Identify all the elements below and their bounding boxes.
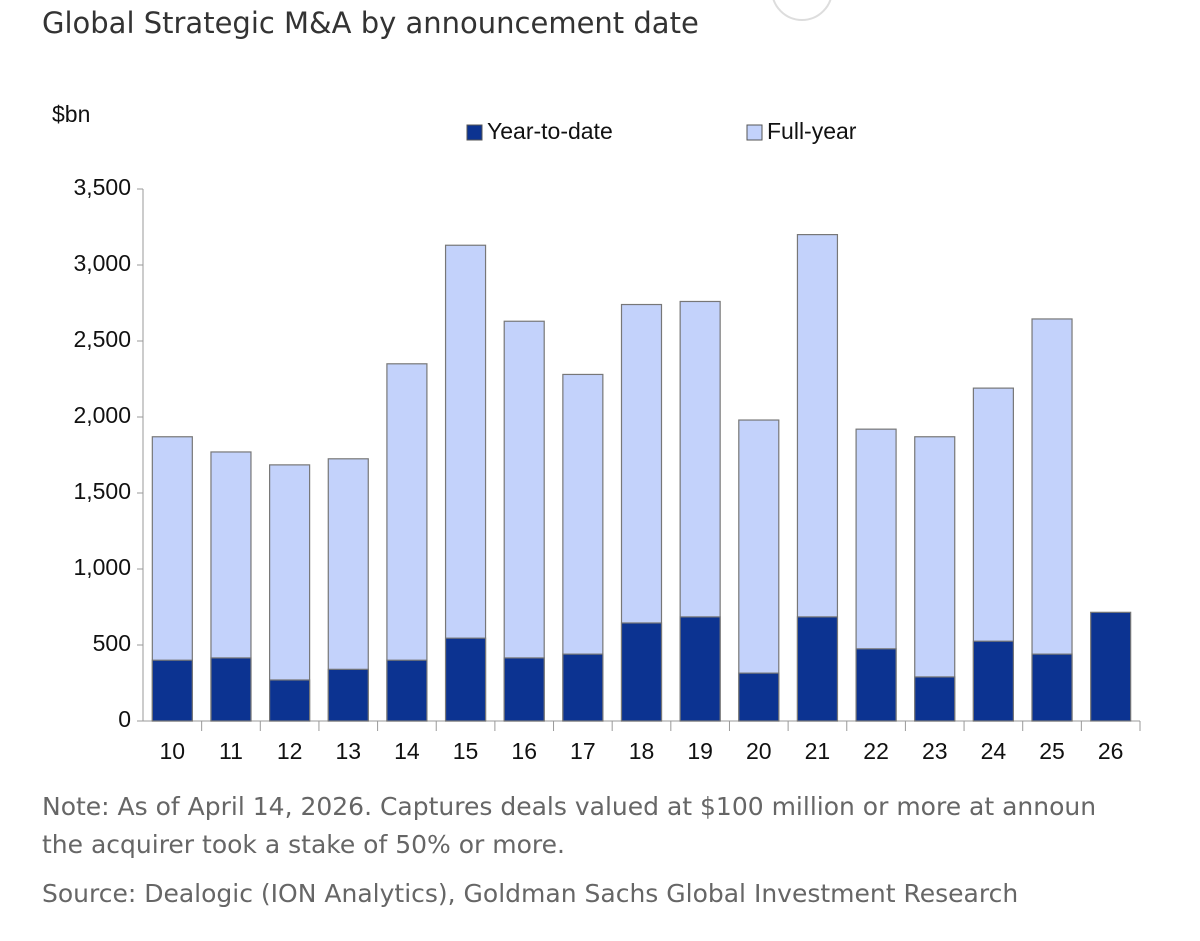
y-tick-label: 0 [118, 706, 131, 732]
chart-title: Global Strategic M&A by announcement dat… [42, 6, 699, 40]
x-tick-label: 11 [219, 738, 243, 764]
bar [503, 657, 545, 722]
x-tick-label: 18 [629, 738, 655, 764]
icon-button[interactable] [772, 0, 832, 21]
legend-swatch [746, 124, 763, 141]
note-line: Note: As of April 14, 2026. Captures dea… [42, 792, 1096, 821]
legend-label: Full-year [767, 118, 857, 144]
legend-label: Year-to-date [487, 118, 613, 144]
bar [386, 659, 428, 722]
x-tick-label: 13 [335, 738, 361, 764]
source: Source: Dealogic (ION Analytics), Goldma… [42, 879, 1018, 908]
note-line: the acquirer took a stake of 50% or more… [42, 830, 565, 859]
bar [151, 659, 193, 722]
bar [210, 657, 252, 722]
bar [914, 676, 956, 722]
y-tick-label: 3,000 [73, 250, 131, 276]
x-tick-label: 10 [160, 738, 186, 764]
x-tick-label: 23 [922, 738, 948, 764]
bar [562, 653, 604, 722]
x-tick-label: 24 [981, 738, 1007, 764]
x-tick-label: 12 [277, 738, 303, 764]
x-tick-label: 20 [746, 738, 772, 764]
x-tick-label: 17 [570, 738, 596, 764]
bar [1031, 653, 1073, 722]
legend-swatch [466, 124, 483, 141]
x-tick-label: 22 [863, 738, 889, 764]
bar [620, 622, 663, 722]
x-tick-label: 21 [805, 738, 831, 764]
bar [327, 668, 369, 722]
x-tick-label: 26 [1098, 738, 1124, 764]
y-axis-label: $bn [52, 101, 90, 127]
y-tick-label: 1,500 [73, 478, 131, 504]
bar [503, 320, 545, 722]
y-tick-label: 1,000 [73, 554, 131, 580]
y-tick-label: 2,500 [73, 326, 131, 352]
y-tick-label: 500 [93, 630, 131, 656]
x-tick-label: 16 [511, 738, 537, 764]
bar [738, 672, 780, 722]
bar [1090, 611, 1132, 722]
bar [796, 616, 839, 722]
y-tick-label: 2,000 [73, 402, 131, 428]
bar [679, 616, 721, 722]
bar [444, 637, 487, 722]
x-tick-label: 15 [453, 738, 479, 764]
y-tick-label: 3,500 [73, 174, 131, 200]
bar [972, 640, 1014, 722]
x-tick-label: 25 [1039, 738, 1065, 764]
x-tick-label: 14 [394, 738, 420, 764]
bar [269, 679, 311, 722]
bar [269, 464, 311, 722]
x-tick-label: 19 [687, 738, 713, 764]
bar [855, 648, 897, 722]
